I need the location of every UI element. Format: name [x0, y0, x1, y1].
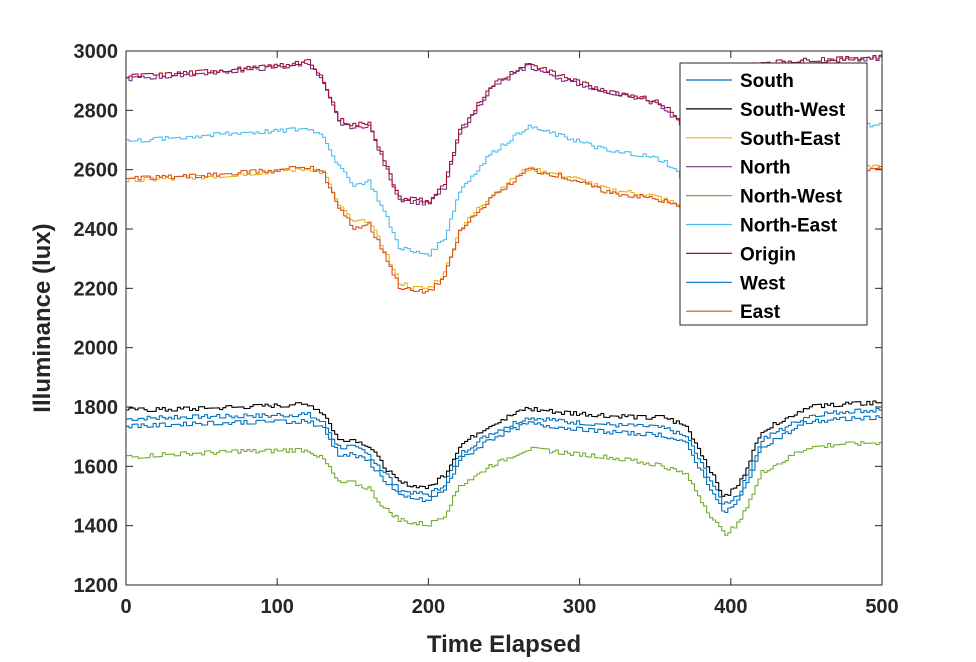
x-tick-label: 200 — [412, 596, 445, 618]
series-line-west — [126, 415, 883, 514]
y-tick-label: 2600 — [74, 160, 119, 182]
y-tick-label: 1600 — [74, 456, 119, 478]
series-line-north-west — [126, 441, 883, 536]
legend-label: East — [740, 302, 781, 323]
x-tick-label: 300 — [563, 596, 596, 618]
legend-label: North-East — [740, 216, 838, 237]
legend-label: West — [740, 273, 786, 294]
tick-layer: 0 100 200 300 400 500 1200 1400 1600 1800 2000 2200… — [74, 41, 899, 618]
series-line-south-west — [126, 400, 883, 497]
y-tick-label: 1400 — [74, 516, 119, 538]
legend-label: South — [740, 71, 794, 92]
x-tick-label: 500 — [865, 596, 898, 618]
x-axis-title: Time Elapsed — [427, 631, 581, 658]
series-line-south — [126, 407, 883, 505]
legend-box — [679, 62, 868, 326]
y-tick-label: 2000 — [74, 338, 119, 360]
y-tick-label: 2400 — [74, 219, 119, 241]
y-tick-label: 2800 — [74, 100, 119, 122]
legend-label: North — [740, 158, 791, 179]
legend-label: South-East — [740, 129, 841, 150]
y-tick-label: 1800 — [74, 397, 119, 419]
x-tick-label: 100 — [261, 596, 294, 618]
y-tick-label: 3000 — [74, 41, 119, 63]
legend: South South-West South-East North North-West… — [679, 62, 868, 326]
legend-label: Origin — [740, 244, 796, 265]
y-tick-label: 1200 — [74, 575, 119, 597]
y-axis-title: Illuminance (lux) — [29, 223, 56, 412]
legend-label: South-West — [740, 100, 846, 121]
legend-label: North-West — [740, 187, 843, 208]
axes-box — [125, 50, 883, 586]
x-tick-label: 0 — [120, 596, 131, 618]
axes-layer — [125, 50, 883, 586]
y-tick-label: 2200 — [74, 278, 119, 300]
x-tick-label: 400 — [714, 596, 747, 618]
